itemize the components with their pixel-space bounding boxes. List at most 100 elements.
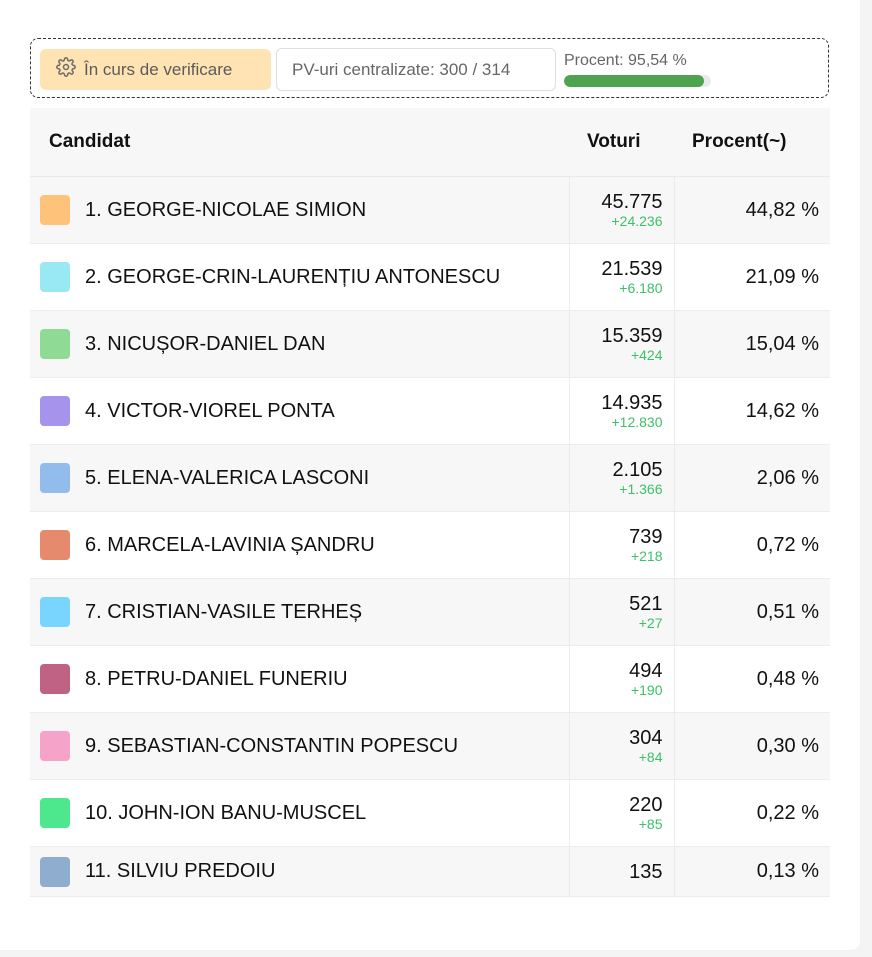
verification-status-label: În curs de verificare <box>84 59 233 79</box>
processed-percent-label: Procent: 95,54 % <box>564 52 687 69</box>
candidate-color-swatch <box>40 856 70 887</box>
votes-cell: 739 +218 <box>569 511 675 579</box>
candidate-cell: 11. SILVIU PREDOIU <box>30 846 570 897</box>
votes-cell: 21.539 +6.180 <box>569 243 675 311</box>
candidate-color-swatch <box>40 731 70 761</box>
table-header-row: Candidat Voturi Procent(~) <box>30 108 830 177</box>
votes-cell: 304 +84 <box>569 712 675 780</box>
candidate-cell: 9. SEBASTIAN-CONSTANTIN POPESCU <box>30 712 570 780</box>
votes-delta: +190 <box>630 682 663 698</box>
candidate-name: 7. CRISTIAN-VASILE TERHEȘ <box>85 600 363 623</box>
candidate-cell: 3. NICUȘOR-DANIEL DAN <box>30 310 570 378</box>
candidate-name: 10. JOHN-ION BANU-MUSCEL <box>85 801 367 824</box>
votes-delta: +424 <box>630 347 663 363</box>
column-header-votes[interactable]: Voturi <box>569 108 674 177</box>
candidate-color-swatch <box>40 396 70 426</box>
percent-cell: 0,22 % <box>674 779 830 847</box>
votes-cell: 521 +27 <box>569 578 675 646</box>
votes-count: 521 <box>629 593 663 615</box>
candidate-color-swatch <box>40 463 70 493</box>
candidate-name: 11. SILVIU PREDOIU <box>85 860 276 882</box>
gear-icon <box>56 57 84 82</box>
candidate-color-swatch <box>40 597 70 627</box>
results-table: Candidat Voturi Procent(~) 1. GEORGE-NIC… <box>30 108 830 897</box>
votes-cell: 45.775 +24.236 <box>569 176 675 244</box>
votes-count: 739 <box>629 526 663 548</box>
votes-cell: 220 +85 <box>569 779 675 847</box>
votes-count: 45.775 <box>601 191 663 213</box>
pv-count-box: PV-uri centralizate: 300 / 314 <box>276 48 556 91</box>
candidate-name: 8. PETRU-DANIEL FUNERIU <box>85 667 348 690</box>
candidate-name: 6. MARCELA-LAVINIA ȘANDRU <box>85 533 375 556</box>
candidate-name: 2. GEORGE-CRIN-LAURENȚIU ANTONESCU <box>85 265 501 288</box>
votes-count: 304 <box>629 727 663 749</box>
candidate-cell: 4. VICTOR-VIOREL PONTA <box>30 377 570 445</box>
percent-cell: 0,30 % <box>674 712 830 780</box>
table-row: 10. JOHN-ION BANU-MUSCEL 220 +85 0,22 % <box>30 779 830 847</box>
percent-cell: 21,09 % <box>674 243 830 311</box>
table-row: 3. NICUȘOR-DANIEL DAN 15.359 +424 15,04 % <box>30 310 830 378</box>
votes-delta: +12.830 <box>611 414 663 430</box>
candidate-cell: 8. PETRU-DANIEL FUNERIU <box>30 645 570 713</box>
votes-delta: +84 <box>638 749 663 765</box>
processed-percent: Procent: 95,54 % <box>564 51 714 87</box>
table-row: 9. SEBASTIAN-CONSTANTIN POPESCU 304 +84 0,3… <box>30 712 830 780</box>
table-row: 4. VICTOR-VIOREL PONTA 14.935 +12.830 14,62… <box>30 377 830 445</box>
candidate-name: 9. SEBASTIAN-CONSTANTIN POPESCU <box>85 734 459 757</box>
percent-cell: 14,62 % <box>674 377 830 445</box>
percent-cell: 44,82 % <box>674 176 830 244</box>
table-row: 7. CRISTIAN-VASILE TERHEȘ 521 +27 0,51 % <box>30 578 830 646</box>
candidate-name: 1. GEORGE-NICOLAE SIMION <box>85 198 367 221</box>
candidate-cell: 7. CRISTIAN-VASILE TERHEȘ <box>30 578 570 646</box>
percent-cell: 0,13 % <box>674 846 830 897</box>
percent-cell: 2,06 % <box>674 444 830 512</box>
table-row: 8. PETRU-DANIEL FUNERIU 494 +190 0,48 % <box>30 645 830 713</box>
table-row: 6. MARCELA-LAVINIA ȘANDRU 739 +218 0,72 % <box>30 511 830 579</box>
percent-cell: 0,72 % <box>674 511 830 579</box>
candidate-name: 4. VICTOR-VIOREL PONTA <box>85 399 335 422</box>
percent-cell: 0,48 % <box>674 645 830 713</box>
verification-status-badge: În curs de verificare <box>40 49 271 90</box>
candidate-color-swatch <box>40 329 70 359</box>
candidate-color-swatch <box>40 262 70 292</box>
votes-count: 494 <box>629 660 663 682</box>
votes-delta: +85 <box>638 816 663 832</box>
votes-delta: +27 <box>638 615 663 631</box>
progress-bar-fill <box>564 75 705 87</box>
status-bar: În curs de verificare PV-uri centralizat… <box>30 38 829 98</box>
candidate-cell: 6. MARCELA-LAVINIA ȘANDRU <box>30 511 570 579</box>
table-row: 5. ELENA-VALERICA LASCONI 2.105 +1.366 2,06… <box>30 444 830 512</box>
votes-count: 2.105 <box>612 459 663 481</box>
votes-cell: 15.359 +424 <box>569 310 675 378</box>
votes-cell: 14.935 +12.830 <box>569 377 675 445</box>
votes-delta: +218 <box>630 548 663 564</box>
votes-cell: 135 <box>569 846 675 897</box>
candidate-cell: 10. JOHN-ION BANU-MUSCEL <box>30 779 570 847</box>
candidate-color-swatch <box>40 530 70 560</box>
table-row: 11. SILVIU PREDOIU 135 0,13 % <box>30 846 830 897</box>
percent-cell: 0,51 % <box>674 578 830 646</box>
candidate-name: 5. ELENA-VALERICA LASCONI <box>85 466 370 489</box>
candidate-color-swatch <box>40 664 70 694</box>
votes-delta: +1.366 <box>619 481 663 497</box>
pv-count-label: PV-uri centralizate: 300 / 314 <box>292 59 511 79</box>
votes-count: 135 <box>629 860 663 883</box>
table-row: 1. GEORGE-NICOLAE SIMION 45.775 +24.236 44,… <box>30 176 830 244</box>
votes-count: 14.935 <box>601 392 663 414</box>
candidate-cell: 2. GEORGE-CRIN-LAURENȚIU ANTONESCU <box>30 243 570 311</box>
votes-cell: 2.105 +1.366 <box>569 444 675 512</box>
votes-count: 220 <box>629 794 663 816</box>
candidate-name: 3. NICUȘOR-DANIEL DAN <box>85 332 326 355</box>
table-row: 2. GEORGE-CRIN-LAURENȚIU ANTONESCU 21.539… <box>30 243 830 311</box>
candidate-cell: 1. GEORGE-NICOLAE SIMION <box>30 176 570 244</box>
candidate-color-swatch <box>40 195 70 225</box>
votes-delta: +6.180 <box>619 280 663 296</box>
candidate-color-swatch <box>40 798 70 828</box>
column-header-candidate[interactable]: Candidat <box>30 108 569 177</box>
percent-cell: 15,04 % <box>674 310 830 378</box>
column-header-percent[interactable]: Procent(~) <box>674 108 830 177</box>
votes-delta: +24.236 <box>611 213 663 229</box>
votes-count: 21.539 <box>601 258 663 280</box>
votes-cell: 494 +190 <box>569 645 675 713</box>
candidate-cell: 5. ELENA-VALERICA LASCONI <box>30 444 570 512</box>
